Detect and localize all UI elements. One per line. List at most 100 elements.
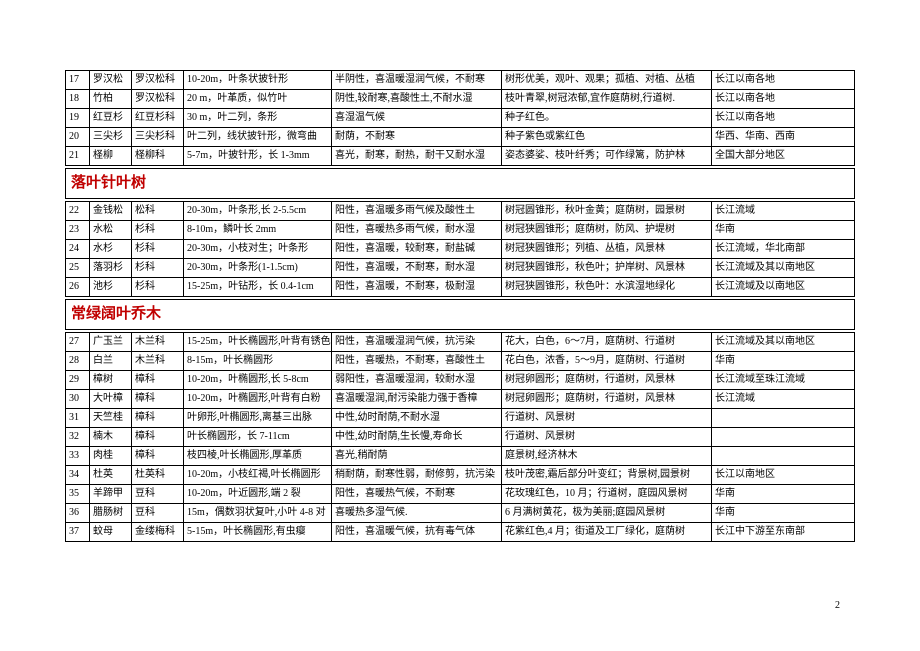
plant-description: 10-20m，叶条状披针形	[184, 71, 332, 90]
plant-family: 杉科	[132, 278, 184, 297]
row-number: 23	[66, 221, 90, 240]
plant-use: 树冠狭圆锥形；列植、丛植，风景林	[502, 240, 712, 259]
plant-use: 树形优美，观叶、观果；孤植、对植、丛植	[502, 71, 712, 90]
plant-name: 蚊母	[90, 523, 132, 542]
plant-description: 10-20m，叶椭圆形,长 5-8cm	[184, 371, 332, 390]
plant-habit: 喜湿温气候	[332, 109, 502, 128]
plant-name: 落羽杉	[90, 259, 132, 278]
plant-habit: 喜光,稍耐荫	[332, 447, 502, 466]
row-number: 36	[66, 504, 90, 523]
plant-habit: 中性,幼时耐荫,不耐水湿	[332, 409, 502, 428]
plant-region: 长江以南地区	[712, 466, 855, 485]
table-row: 18竹柏罗汉松科20 m，叶革质，似竹叶阴性,较耐寒,喜酸性土,不耐水湿枝叶青翠…	[66, 90, 855, 109]
section-header: 常绿阔叶乔木	[66, 300, 855, 330]
plant-use: 行道树、风景树	[502, 428, 712, 447]
plant-habit: 稍耐荫，耐寒性弱，耐修剪，抗污染	[332, 466, 502, 485]
plant-use: 树冠狭圆锥形，秋色叶；护岸树、风景林	[502, 259, 712, 278]
plant-family: 三尖杉科	[132, 128, 184, 147]
plant-habit: 中性,幼时耐荫,生长慢,寿命长	[332, 428, 502, 447]
table-row: 27广玉兰木兰科15-25m，叶长椭圆形,叶背有锈色毛阳性，喜温暖湿润气候，抗污…	[66, 333, 855, 352]
row-number: 35	[66, 485, 90, 504]
plant-description: 10-20m，叶近圆形,端 2 裂	[184, 485, 332, 504]
table-row: 22金钱松松科20-30m，叶条形,长 2-5.5cm阳性，喜温暖多雨气候及酸性…	[66, 202, 855, 221]
plant-region: 长江流域，华北南部	[712, 240, 855, 259]
plant-name: 池杉	[90, 278, 132, 297]
row-number: 26	[66, 278, 90, 297]
plant-use: 花玫瑰红色，10 月；行道树，庭园风景树	[502, 485, 712, 504]
table-row: 32楠木樟科叶长椭圆形，长 7-11cm中性,幼时耐荫,生长慢,寿命长行道树、风…	[66, 428, 855, 447]
plant-habit: 阳性，喜暖热，不耐寒，喜酸性土	[332, 352, 502, 371]
plant-family: 杉科	[132, 221, 184, 240]
plant-family: 樟科	[132, 428, 184, 447]
plant-name: 三尖杉	[90, 128, 132, 147]
plant-habit: 阳性，喜温暖，不耐寒，耐水湿	[332, 259, 502, 278]
plant-name: 天竺桂	[90, 409, 132, 428]
plant-description: 15m，偶数羽状复叶,小叶 4-8 对	[184, 504, 332, 523]
plant-use: 花大，白色，6～7月，庭荫树、行道树	[502, 333, 712, 352]
plant-family: 红豆杉科	[132, 109, 184, 128]
plant-region: 长江以南各地	[712, 90, 855, 109]
plant-region: 长江流域及以南地区	[712, 278, 855, 297]
section-header-row: 落叶针叶树	[66, 169, 855, 199]
plant-region: 华西、华南、西南	[712, 128, 855, 147]
plant-name: 水杉	[90, 240, 132, 259]
plant-use: 树冠圆锥形，秋叶金黄；庭荫树，园景树	[502, 202, 712, 221]
plant-family: 豆科	[132, 504, 184, 523]
plant-description: 10-20m，叶椭圆形,叶背有白粉	[184, 390, 332, 409]
plant-family: 罗汉松科	[132, 71, 184, 90]
plant-name: 樟树	[90, 371, 132, 390]
plant-name: 金钱松	[90, 202, 132, 221]
row-number: 37	[66, 523, 90, 542]
plant-description: 8-10m，鳞叶长 2mm	[184, 221, 332, 240]
plant-region: 长江以南各地	[712, 71, 855, 90]
row-number: 32	[66, 428, 90, 447]
plant-name: 杜英	[90, 466, 132, 485]
table-row: 24水杉杉科20-30m，小枝对生；叶条形阳性，喜温暖，较耐寒，耐盐碱树冠狭圆锥…	[66, 240, 855, 259]
plant-description: 叶卵形,叶椭圆形,离基三出脉	[184, 409, 332, 428]
table-row: 29樟树樟科10-20m，叶椭圆形,长 5-8cm弱阳性，喜温暖湿润，较耐水湿树…	[66, 371, 855, 390]
plant-habit: 阳性，喜温暖湿润气候，抗污染	[332, 333, 502, 352]
plant-habit: 弱阳性，喜温暖湿润，较耐水湿	[332, 371, 502, 390]
plant-region: 长江以南各地	[712, 109, 855, 128]
row-number: 25	[66, 259, 90, 278]
plant-family: 金缕梅科	[132, 523, 184, 542]
plant-habit: 阳性，喜温暖，较耐寒，耐盐碱	[332, 240, 502, 259]
plant-region: 长江流域至珠江流域	[712, 371, 855, 390]
plant-name: 肉桂	[90, 447, 132, 466]
plant-region: 华南	[712, 504, 855, 523]
plant-family: 松科	[132, 202, 184, 221]
plant-region	[712, 447, 855, 466]
plant-region: 华南	[712, 221, 855, 240]
plant-habit: 喜光，耐寒，耐热，耐干又耐水湿	[332, 147, 502, 166]
row-number: 30	[66, 390, 90, 409]
plant-description: 5-15m，叶长椭圆形,有虫瘿	[184, 523, 332, 542]
plant-family: 豆科	[132, 485, 184, 504]
row-number: 20	[66, 128, 90, 147]
table-row: 19红豆杉红豆杉科30 m，叶二列，条形喜湿温气候种子红色。长江以南各地	[66, 109, 855, 128]
plant-use: 枝叶青翠,树冠浓郁,宜作庭荫树,行道树.	[502, 90, 712, 109]
row-number: 24	[66, 240, 90, 259]
plant-name: 罗汉松	[90, 71, 132, 90]
plant-name: 广玉兰	[90, 333, 132, 352]
plant-family: 杜英科	[132, 466, 184, 485]
plant-use: 树冠狭圆锥形，秋色叶：水滨湿地绿化	[502, 278, 712, 297]
table-row: 28白兰木兰科8-15m，叶长椭圆形阳性，喜暖热，不耐寒，喜酸性土花白色，浓香，…	[66, 352, 855, 371]
plant-name: 腊肠树	[90, 504, 132, 523]
row-number: 29	[66, 371, 90, 390]
row-number: 21	[66, 147, 90, 166]
plant-region: 全国大部分地区	[712, 147, 855, 166]
plant-habit: 半阴性，喜温暖湿润气候，不耐寒	[332, 71, 502, 90]
table-row: 21柽柳柽柳科5-7m，叶披针形，长 1-3mm喜光，耐寒，耐热，耐干又耐水湿姿…	[66, 147, 855, 166]
plant-description: 20-30m，叶条形,长 2-5.5cm	[184, 202, 332, 221]
plant-description: 10-20m，小枝红褐,叶长椭圆形	[184, 466, 332, 485]
row-number: 31	[66, 409, 90, 428]
row-number: 33	[66, 447, 90, 466]
plant-habit: 耐荫，不耐寒	[332, 128, 502, 147]
plant-name: 楠木	[90, 428, 132, 447]
plant-use: 树冠卵圆形；庭荫树，行道树，风景林	[502, 390, 712, 409]
plant-description: 15-25m，叶钻形，长 0.4-1cm	[184, 278, 332, 297]
section-header: 落叶针叶树	[66, 169, 855, 199]
table-row: 36腊肠树豆科15m，偶数羽状复叶,小叶 4-8 对喜暖热多湿气候.6 月满树黄…	[66, 504, 855, 523]
plant-use: 树冠卵圆形；庭荫树，行道树，风景林	[502, 371, 712, 390]
plant-habit: 喜温暖湿润,耐污染能力强于香樟	[332, 390, 502, 409]
